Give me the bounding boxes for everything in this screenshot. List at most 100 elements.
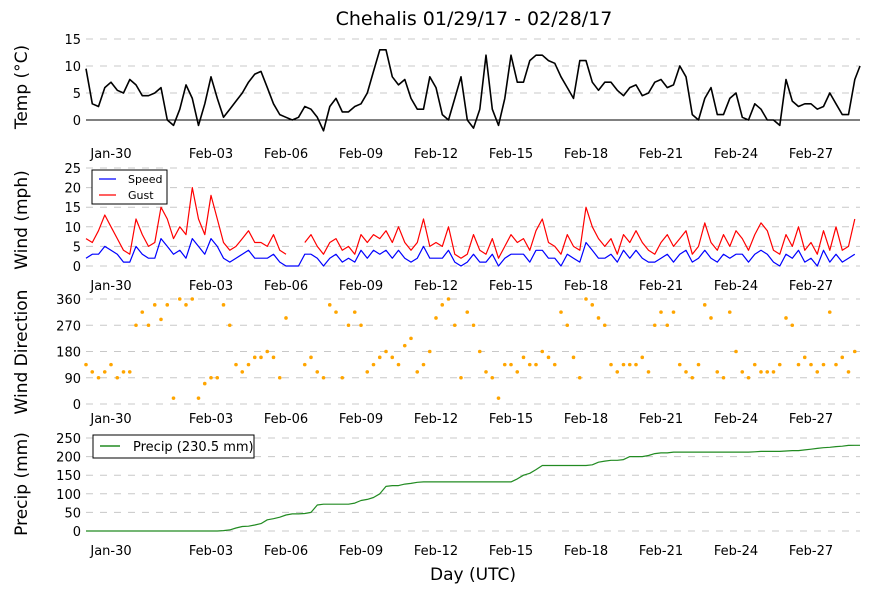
y-tick-label: 150	[56, 469, 81, 484]
direction-point	[715, 370, 720, 374]
direction-point	[752, 362, 757, 367]
y-tick-label: 15	[64, 201, 81, 216]
y-tick-label: 10	[64, 60, 81, 75]
precip-line	[86, 444, 860, 532]
y-tick-label: 15	[64, 33, 81, 48]
x-tick-label: Feb-12	[414, 544, 458, 559]
legend-box	[91, 169, 168, 205]
x-tick-label: Feb-27	[789, 544, 833, 559]
x-tick-label: Feb-03	[189, 544, 233, 559]
wind-legend: Speed Gust	[91, 169, 168, 205]
direction-point	[165, 303, 170, 307]
x-tick-label: Feb-27	[789, 147, 833, 162]
direction-point	[502, 362, 507, 367]
direction-point	[546, 355, 551, 360]
direction-point	[321, 375, 326, 380]
direction-point	[196, 396, 201, 400]
direction-point	[771, 370, 776, 374]
direction-point	[402, 343, 407, 348]
x-tick-label: Feb-21	[639, 279, 683, 294]
direction-point	[271, 355, 276, 360]
y-tick-label: 200	[56, 451, 81, 466]
direction-point	[227, 323, 232, 328]
direction-point	[221, 303, 226, 307]
direction-point	[590, 303, 595, 307]
direction-point	[671, 310, 676, 314]
x-tick-label: Feb-06	[264, 279, 308, 294]
x-tick-label: Feb-15	[489, 147, 533, 162]
direction-point	[540, 349, 545, 354]
x-tick-label: Feb-24	[714, 412, 758, 427]
x-tick-label: Feb-03	[189, 279, 233, 294]
direction-point	[652, 323, 657, 328]
direction-point	[346, 323, 351, 328]
direction-point	[302, 362, 307, 367]
y-tick-label: 0	[73, 525, 81, 540]
direction-point	[615, 370, 620, 374]
x-tick-label: Feb-24	[714, 544, 758, 559]
x-tick-label: Feb-15	[489, 279, 533, 294]
x-tick-label: Feb-12	[414, 279, 458, 294]
x-tick-label: Feb-18	[564, 544, 608, 559]
panels: 0 5 10 15 Jan-30 Feb-03 Feb-06 Feb-09 Feb-12 Feb-…	[12, 33, 861, 559]
direction-point	[527, 362, 532, 367]
direction-point	[696, 362, 701, 367]
y-tick-label: 50	[64, 506, 81, 521]
direction-point	[496, 396, 501, 400]
legend-gust-label: Gust	[128, 189, 154, 202]
x-tick-label: Feb-24	[714, 147, 758, 162]
direction-point	[209, 375, 213, 380]
direction-point	[334, 310, 338, 314]
direction-point	[565, 323, 570, 328]
direction-point	[359, 323, 363, 328]
direction-point	[327, 303, 332, 307]
direction-point	[690, 375, 695, 380]
y-tick-label: 25	[64, 162, 81, 177]
direction-point	[452, 323, 457, 328]
direction-point	[734, 349, 738, 354]
direction-point	[277, 375, 282, 380]
direction-point	[352, 310, 357, 314]
direction-point	[521, 355, 526, 360]
direction-point	[127, 370, 132, 374]
direction-point	[802, 355, 807, 360]
direction-point	[384, 349, 388, 354]
direction-point	[459, 375, 463, 380]
direction-point	[115, 375, 120, 380]
x-tick-label: Feb-21	[639, 412, 683, 427]
x-tick-label: Feb-21	[639, 147, 683, 162]
direction-point	[727, 310, 732, 314]
direction-point	[646, 370, 651, 374]
direction-point	[746, 375, 751, 380]
direction-point	[484, 370, 488, 374]
x-tick-label: Jan-30	[89, 279, 131, 294]
direction-point	[152, 303, 157, 307]
direction-point	[184, 303, 188, 307]
direction-point	[477, 349, 482, 354]
y-tick-label: 5	[73, 87, 81, 102]
direction-point	[665, 323, 670, 328]
x-tick-label: Feb-12	[414, 412, 458, 427]
x-axis-label: Day (UTC)	[430, 565, 516, 585]
direction-point	[840, 355, 845, 360]
direction-point	[796, 362, 801, 367]
direction-point	[190, 297, 195, 301]
direction-point	[627, 362, 632, 367]
chart-title: Chehalis 01/29/17 - 02/28/17	[336, 8, 613, 30]
direction-point	[177, 297, 182, 301]
x-tick-label: Feb-09	[339, 279, 383, 294]
direction-point	[577, 375, 582, 380]
x-tick-label: Feb-03	[189, 412, 233, 427]
direction-point	[765, 370, 770, 374]
direction-point	[815, 370, 820, 374]
direction-point	[146, 323, 151, 328]
precip-legend: Precip (230.5 mm)	[92, 434, 255, 459]
x-tick-label: Jan-30	[89, 412, 131, 427]
temp-panel: 0 5 10 15 Jan-30 Feb-03 Feb-06 Feb-09 Feb-12 Feb-…	[12, 33, 861, 162]
y-tick-label: 180	[56, 346, 81, 361]
direction-point	[84, 362, 88, 367]
y-tick-label: 250	[56, 432, 81, 447]
direction-point	[509, 362, 513, 367]
direction-point	[827, 310, 832, 314]
legend-precip-label: Precip (230.5 mm)	[133, 440, 254, 455]
